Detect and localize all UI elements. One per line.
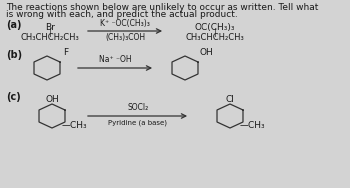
Text: Cl: Cl xyxy=(225,95,234,104)
Text: The reactions shown below are unlikely to occur as written. Tell what: The reactions shown below are unlikely t… xyxy=(6,3,318,12)
Text: SOCl₂: SOCl₂ xyxy=(127,103,149,112)
Text: —CH₃: —CH₃ xyxy=(240,121,266,130)
Text: OH: OH xyxy=(45,95,59,104)
Text: (b): (b) xyxy=(6,50,22,60)
Text: K⁺ ⁻OC(CH₃)₃: K⁺ ⁻OC(CH₃)₃ xyxy=(100,19,150,28)
Text: Br: Br xyxy=(45,23,55,32)
Text: (CH₃)₃COH: (CH₃)₃COH xyxy=(105,33,145,42)
Text: OH: OH xyxy=(200,48,214,57)
Text: is wrong with each, and predict the actual product.: is wrong with each, and predict the actu… xyxy=(6,10,238,19)
Text: F: F xyxy=(63,48,68,57)
Text: OC(CH₃)₃: OC(CH₃)₃ xyxy=(195,23,235,32)
Text: |: | xyxy=(49,28,51,37)
Text: (c): (c) xyxy=(6,92,21,102)
Text: —CH₃: —CH₃ xyxy=(62,121,88,130)
Text: |: | xyxy=(214,28,216,37)
Text: CH₃CHCH₂CH₃: CH₃CHCH₂CH₃ xyxy=(186,33,244,42)
Text: Pyridine (a base): Pyridine (a base) xyxy=(108,120,168,127)
Text: (a): (a) xyxy=(6,20,21,30)
Text: Na⁺ ⁻OH: Na⁺ ⁻OH xyxy=(99,55,131,64)
Text: CH₃CHCH₂CH₃: CH₃CHCH₂CH₃ xyxy=(21,33,79,42)
